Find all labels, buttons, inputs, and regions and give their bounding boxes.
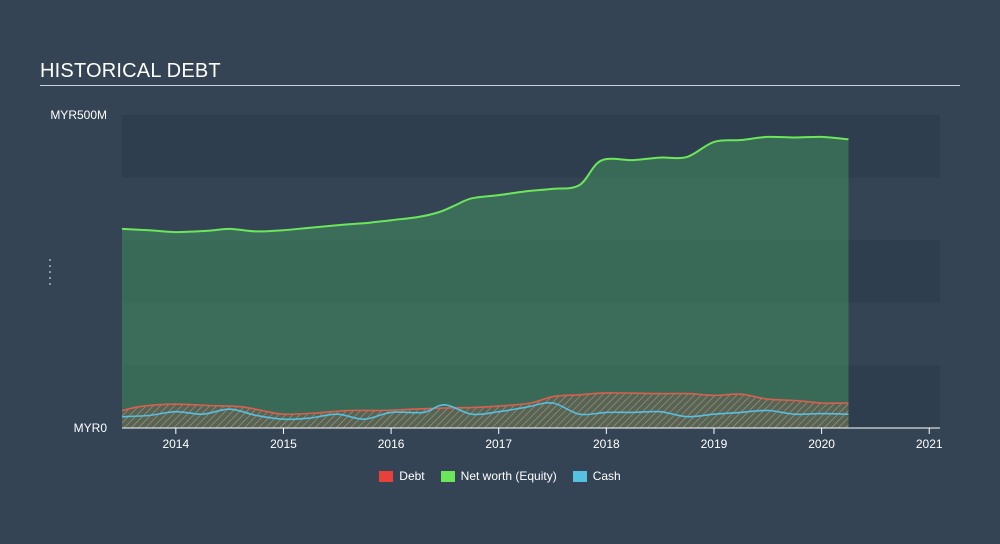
x-tick-label: 2020 [808, 437, 835, 451]
grid-band [122, 115, 940, 178]
x-tick-label: 2017 [485, 437, 512, 451]
grid-band [122, 240, 940, 303]
x-tick-label: 2016 [378, 437, 405, 451]
x-tick-label: 2015 [270, 437, 297, 451]
legend-label-debt: Debt [399, 469, 425, 483]
chart-legend: Debt Net worth (Equity) Cash [0, 469, 1000, 483]
x-axis-ticks: 2014 2015 2016 2017 2018 2019 2020 2021 [162, 428, 943, 451]
title-divider [40, 85, 960, 86]
y-tick-label-top: MYR500M [50, 108, 107, 122]
legend-label-equity: Net worth (Equity) [460, 469, 557, 483]
legend-item-equity[interactable]: Net worth (Equity) [440, 469, 557, 483]
legend-swatch-equity [440, 470, 455, 482]
legend-label-cash: Cash [592, 469, 621, 483]
y-axis-dots [49, 259, 51, 285]
x-tick-label: 2018 [593, 437, 620, 451]
x-tick-label: 2019 [701, 437, 728, 451]
legend-item-cash[interactable]: Cash [572, 469, 621, 483]
equity-area [122, 136, 849, 428]
chart-title: HISTORICAL DEBT [40, 60, 221, 82]
grid-bands [122, 115, 940, 428]
legend-swatch-debt [379, 470, 394, 482]
cash-line [122, 401, 849, 421]
x-tick-label: 2021 [916, 437, 943, 451]
grid-band [122, 177, 940, 241]
debt-line [122, 392, 849, 416]
equity-line [122, 135, 849, 234]
legend-swatch-cash [572, 470, 587, 482]
legend-item-debt[interactable]: Debt [379, 469, 425, 483]
y-tick-label-bottom: MYR0 [74, 421, 108, 435]
x-tick-label: 2014 [162, 437, 189, 451]
grid-band [122, 302, 940, 366]
